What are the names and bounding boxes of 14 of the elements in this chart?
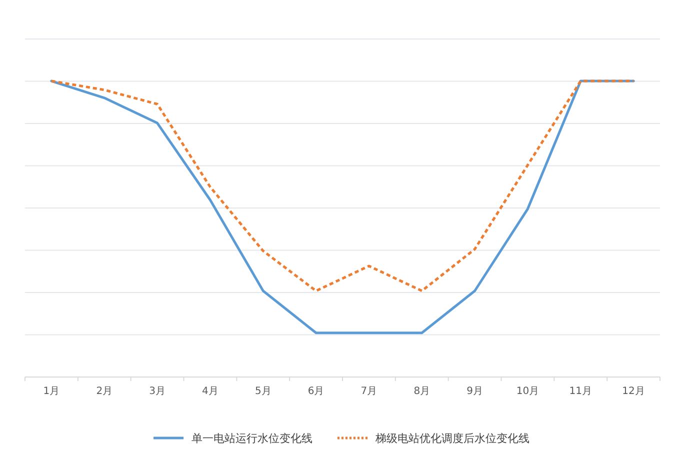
legend-label: 梯级电站优化调度后水位变化线 [374, 432, 530, 445]
x-tick-label: 10月 [516, 386, 540, 397]
x-tick-label: 12月 [622, 386, 645, 397]
x-tick-label: 11月 [569, 386, 592, 397]
x-tick-label: 2月 [96, 386, 113, 397]
x-tick-label: 4月 [202, 386, 218, 397]
x-tick-label: 9月 [466, 386, 483, 397]
x-tick-label: 7月 [360, 386, 378, 397]
x-tick-label: 1月 [43, 386, 60, 397]
x-tick-label: 5月 [254, 386, 272, 397]
x-tick-label: 8月 [414, 386, 430, 397]
legend-label: 单一电站运行水位变化线 [192, 432, 312, 445]
x-tick-label: 3月 [149, 386, 166, 397]
x-tick-label: 6月 [308, 386, 324, 397]
